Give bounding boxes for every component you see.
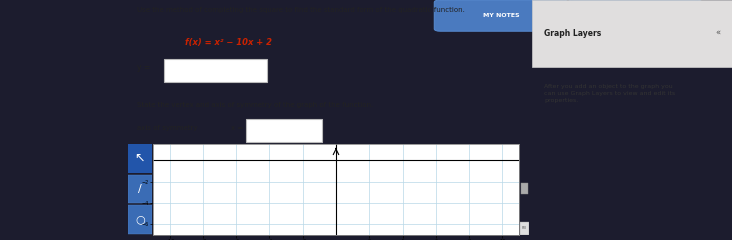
Text: /: / — [138, 184, 142, 194]
Text: vertex: vertex — [137, 154, 159, 160]
Bar — [128, 175, 152, 203]
FancyBboxPatch shape — [260, 148, 342, 170]
Text: MY NOTES: MY NOTES — [483, 13, 520, 18]
Text: Sketch the graph.: Sketch the graph. — [137, 187, 199, 193]
Bar — [128, 144, 152, 173]
Bar — [532, 0, 732, 67]
Text: ○: ○ — [135, 215, 145, 225]
Text: (x, y) =: (x, y) = — [219, 154, 245, 161]
Text: ASK YOUR TEACHER: ASK YOUR TEACHER — [600, 13, 670, 18]
FancyBboxPatch shape — [246, 119, 322, 142]
Bar — [520, 183, 528, 194]
Bar — [128, 205, 152, 234]
FancyBboxPatch shape — [164, 59, 267, 82]
Text: (: ( — [252, 148, 260, 167]
FancyBboxPatch shape — [434, 0, 568, 31]
Text: State the vertex and axis of symmetry of the graph of the function.: State the vertex and axis of symmetry of… — [137, 102, 373, 108]
Text: «: « — [715, 29, 720, 38]
FancyBboxPatch shape — [568, 0, 701, 31]
Text: x =: x = — [231, 125, 243, 132]
Text: ↖: ↖ — [135, 152, 145, 165]
Text: Graph Layers: Graph Layers — [544, 29, 602, 38]
Text: FIll: FIll — [522, 226, 526, 230]
Bar — [520, 222, 529, 235]
Text: f(x) = x² − 10x + 2: f(x) = x² − 10x + 2 — [185, 38, 272, 48]
Text: ): ) — [342, 148, 350, 167]
Text: After you add an object to the graph you
can use Graph Layers to view and edit i: After you add an object to the graph you… — [544, 84, 676, 103]
Text: axis of symmetry: axis of symmetry — [137, 125, 197, 132]
Text: Use the method of completing the square to find the standard form of the quadrat: Use the method of completing the square … — [137, 7, 465, 13]
Text: y =: y = — [137, 63, 150, 72]
